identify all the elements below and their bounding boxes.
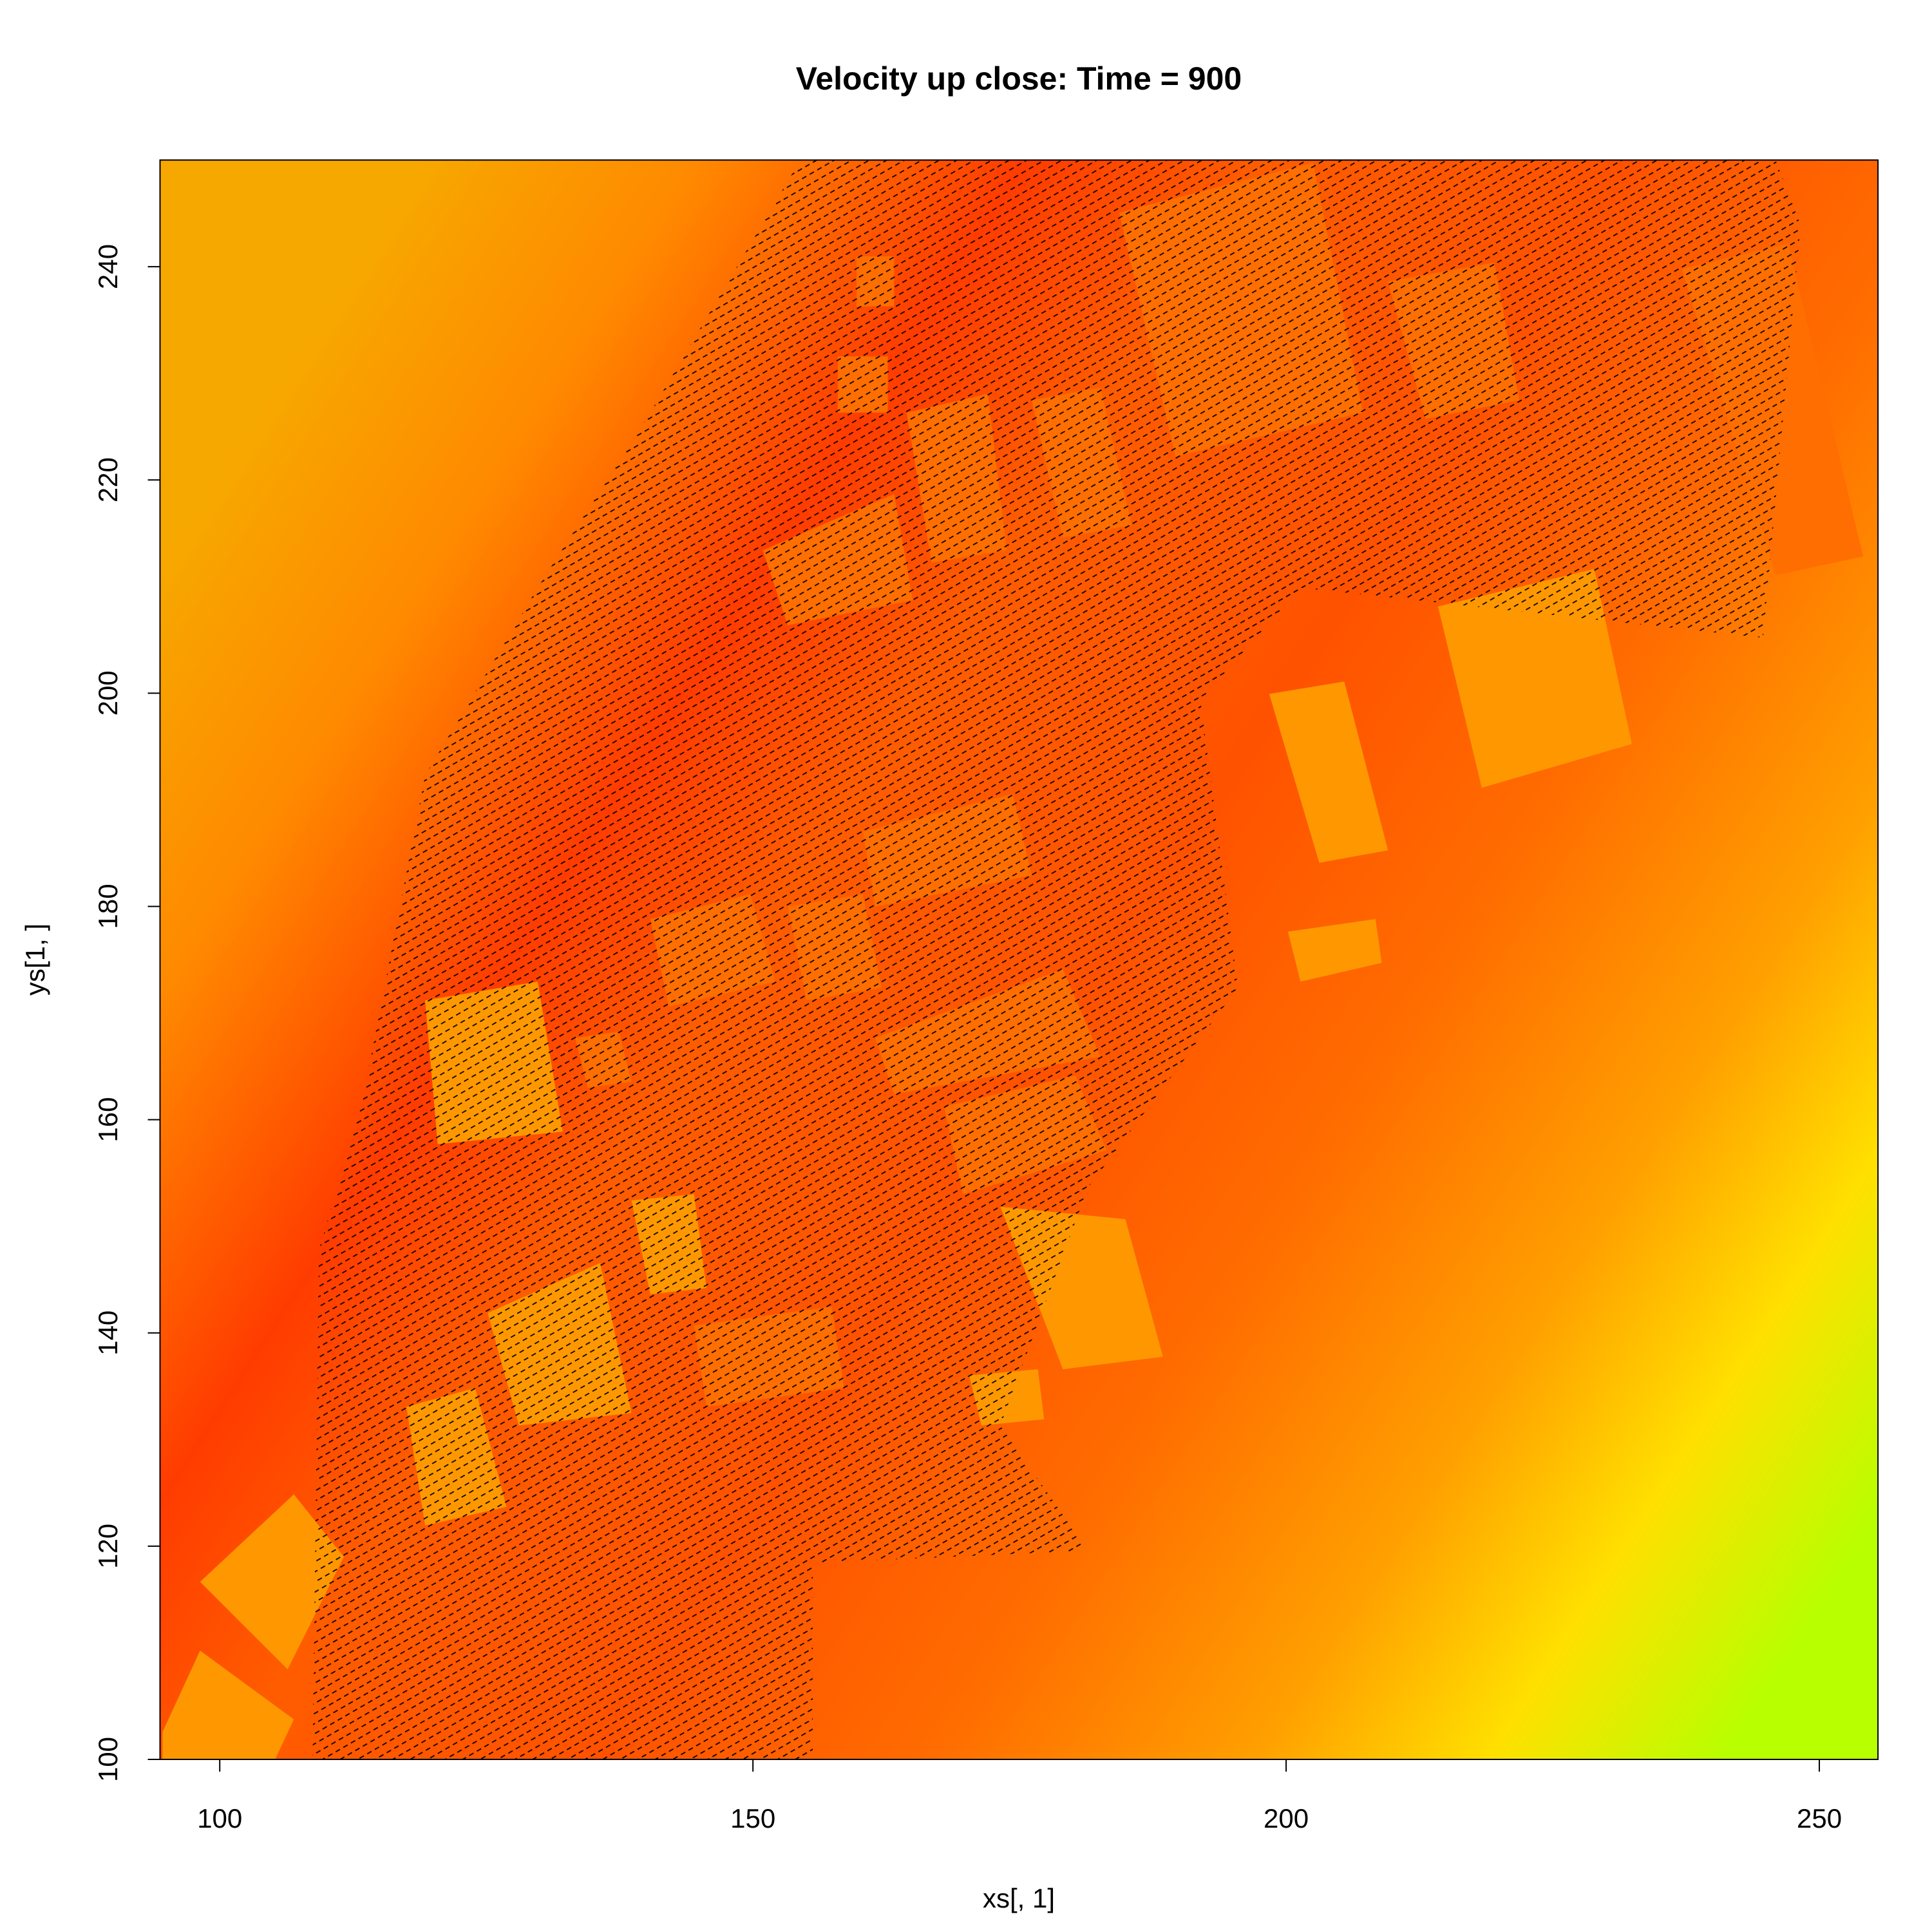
y-tick-label: 220 [93,457,123,502]
y-axis-label: ys[1, ] [20,923,50,996]
x-tick-label: 250 [1797,1803,1842,1833]
y-tick-label: 180 [93,884,123,929]
x-tick-label: 100 [197,1803,242,1833]
image-field [160,160,1879,1759]
x-tick-label: 150 [730,1803,775,1833]
x-axis-label: xs[, 1] [983,1883,1055,1913]
y-tick-label: 240 [93,244,123,289]
y-tick-label: 200 [93,670,123,715]
chart-title: Velocity up close: Time = 900 [796,61,1242,97]
y-tick-label: 160 [93,1097,123,1142]
y-tick-label: 100 [93,1737,123,1782]
y-tick-label: 120 [93,1524,123,1569]
y-tick-label: 140 [93,1311,123,1356]
x-tick-label: 200 [1264,1803,1309,1833]
velocity-arrows [312,160,1801,1759]
